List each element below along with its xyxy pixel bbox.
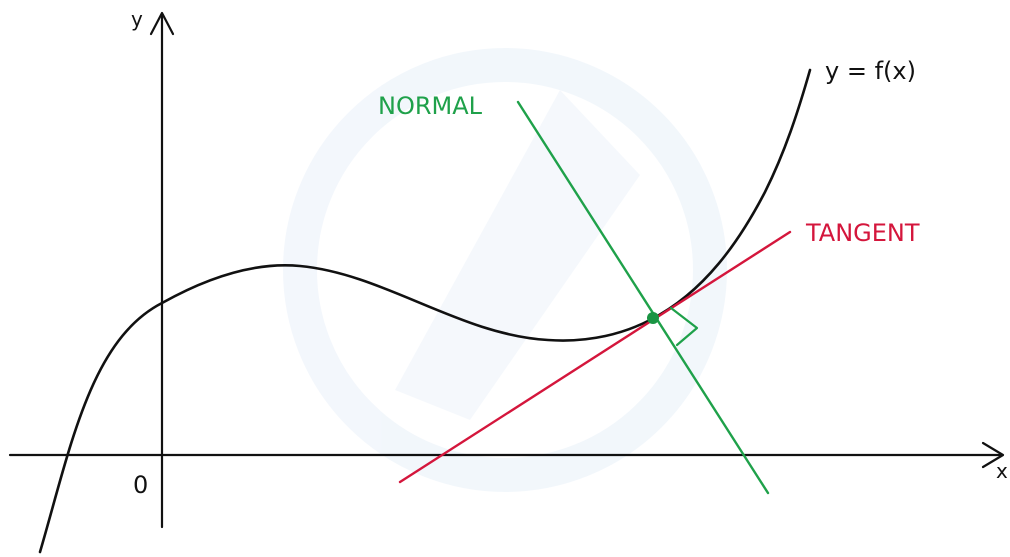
tangent-label: TANGENT: [805, 219, 920, 247]
normal-line: [516, 100, 770, 495]
normal-label: NORMAL: [378, 92, 483, 120]
right-angle-marker: [669, 306, 699, 347]
curve-label: y = f(x): [825, 57, 916, 85]
watermark-logo: [283, 48, 727, 492]
tangent-point: [647, 312, 659, 324]
x-axis-arrowhead: [981, 441, 1005, 469]
x-axis-label: x: [996, 459, 1008, 483]
curve-f-of-x: [38, 68, 812, 554]
origin-label: 0: [133, 471, 148, 499]
y-axis-arrowhead: [149, 11, 175, 36]
tangent-line: [398, 230, 792, 484]
y-axis-label: y: [131, 7, 143, 31]
axes: [8, 11, 1005, 529]
